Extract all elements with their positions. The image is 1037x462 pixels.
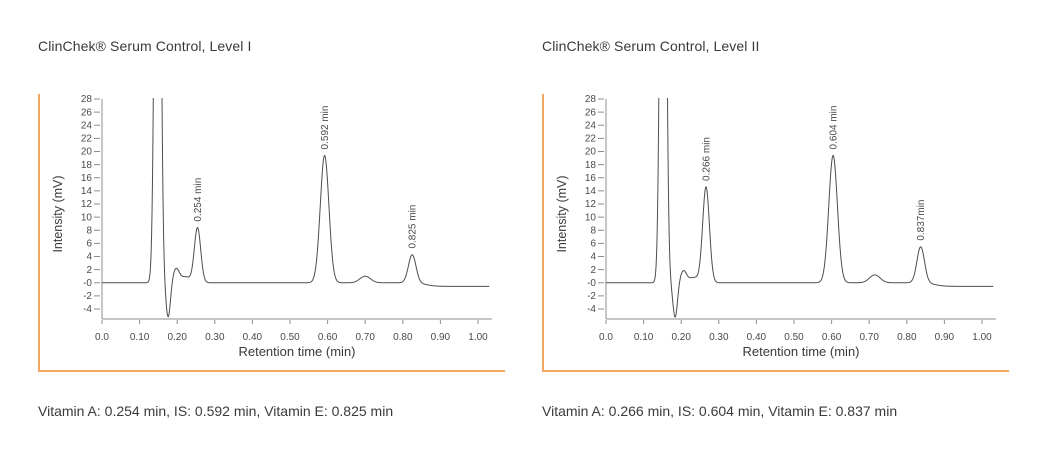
svg-text:0.30: 0.30 bbox=[205, 332, 225, 343]
svg-text:0.80: 0.80 bbox=[393, 332, 413, 343]
svg-text:22: 22 bbox=[81, 134, 93, 145]
peak-label-internal-standard: 0.592 min bbox=[320, 106, 331, 150]
svg-text:8: 8 bbox=[86, 225, 92, 236]
svg-text:20: 20 bbox=[81, 147, 93, 158]
svg-text:6: 6 bbox=[590, 239, 596, 250]
svg-text:-4: -4 bbox=[587, 304, 596, 315]
svg-text:28: 28 bbox=[585, 94, 597, 105]
svg-text:1.00: 1.00 bbox=[468, 332, 488, 343]
svg-text:20: 20 bbox=[585, 147, 597, 158]
peak-label-vitamin-a: 0.254 min bbox=[193, 178, 204, 222]
svg-text:Intensity (mV): Intensity (mV) bbox=[555, 175, 569, 252]
svg-text:0.20: 0.20 bbox=[167, 332, 187, 343]
svg-text:4: 4 bbox=[86, 252, 92, 263]
svg-text:0.20: 0.20 bbox=[671, 332, 691, 343]
svg-text:28: 28 bbox=[81, 94, 93, 105]
svg-text:2: 2 bbox=[86, 265, 92, 276]
svg-text:18: 18 bbox=[81, 160, 93, 171]
svg-text:22: 22 bbox=[585, 134, 597, 145]
svg-text:16: 16 bbox=[585, 173, 597, 184]
svg-text:0.10: 0.10 bbox=[130, 332, 150, 343]
svg-text:26: 26 bbox=[81, 107, 93, 118]
svg-text:26: 26 bbox=[585, 107, 597, 118]
peak-label-internal-standard: 0.604 min bbox=[829, 106, 840, 150]
svg-text:-0: -0 bbox=[83, 278, 92, 289]
svg-text:14: 14 bbox=[585, 186, 597, 197]
svg-text:-4: -4 bbox=[83, 304, 92, 315]
svg-text:18: 18 bbox=[585, 160, 597, 171]
svg-text:0.80: 0.80 bbox=[897, 332, 917, 343]
svg-text:0.70: 0.70 bbox=[355, 332, 375, 343]
svg-text:Retention time (min): Retention time (min) bbox=[238, 344, 355, 359]
svg-text:0.30: 0.30 bbox=[709, 332, 729, 343]
svg-text:0.90: 0.90 bbox=[431, 332, 451, 343]
svg-text:0.40: 0.40 bbox=[747, 332, 767, 343]
svg-text:0.10: 0.10 bbox=[634, 332, 654, 343]
svg-text:0.50: 0.50 bbox=[784, 332, 804, 343]
svg-text:0.0: 0.0 bbox=[599, 332, 613, 343]
svg-text:-0: -0 bbox=[587, 278, 596, 289]
svg-text:6: 6 bbox=[86, 239, 92, 250]
chart-panel-level-1: 28 26 24 22 20 18 16 14 12 10 8 6 4 2 -0 -2 -4 0.0 0.10 0.2… bbox=[38, 94, 505, 372]
svg-text:0.90: 0.90 bbox=[935, 332, 955, 343]
svg-text:-2: -2 bbox=[83, 291, 92, 302]
chart-title-level-2: ClinChek® Serum Control, Level II bbox=[542, 38, 760, 54]
retention-times-caption-level-2: Vitamin A: 0.266 min, IS: 0.604 min, Vit… bbox=[542, 403, 898, 419]
chromatogram-plot-level-2: 28 26 24 22 20 18 16 14 12 10 8 6 4 2 -0 -2 -4 0.0 0.10 0.2… bbox=[555, 94, 996, 359]
retention-times-caption-level-1: Vitamin A: 0.254 min, IS: 0.592 min, Vit… bbox=[38, 403, 394, 419]
svg-text:14: 14 bbox=[81, 186, 93, 197]
svg-text:0.60: 0.60 bbox=[822, 332, 842, 343]
svg-text:1.00: 1.00 bbox=[972, 332, 992, 343]
svg-text:10: 10 bbox=[585, 212, 597, 223]
svg-text:12: 12 bbox=[585, 199, 597, 210]
peak-label-vitamin-e: 0.825 min bbox=[408, 205, 419, 249]
svg-text:0.0: 0.0 bbox=[95, 332, 109, 343]
svg-text:2: 2 bbox=[590, 265, 596, 276]
svg-text:-2: -2 bbox=[587, 291, 596, 302]
svg-text:24: 24 bbox=[585, 120, 597, 131]
svg-text:0.40: 0.40 bbox=[243, 332, 263, 343]
chart-title-level-1: ClinChek® Serum Control, Level I bbox=[38, 38, 252, 54]
svg-text:0.60: 0.60 bbox=[318, 332, 338, 343]
chart-panel-level-2: 28 26 24 22 20 18 16 14 12 10 8 6 4 2 -0 -2 -4 0.0 0.10 0.2… bbox=[542, 94, 1009, 372]
svg-text:0.50: 0.50 bbox=[280, 332, 300, 343]
svg-text:Retention time (min): Retention time (min) bbox=[742, 344, 859, 359]
svg-text:24: 24 bbox=[81, 120, 93, 131]
svg-text:8: 8 bbox=[590, 225, 596, 236]
svg-text:Intensity (mV): Intensity (mV) bbox=[51, 175, 65, 252]
svg-text:12: 12 bbox=[81, 199, 93, 210]
svg-text:0.70: 0.70 bbox=[859, 332, 879, 343]
svg-text:16: 16 bbox=[81, 173, 93, 184]
svg-text:4: 4 bbox=[590, 252, 596, 263]
chromatogram-plot-level-1: 28 26 24 22 20 18 16 14 12 10 8 6 4 2 -0 -2 -4 0.0 0.10 0.2… bbox=[51, 94, 492, 359]
svg-text:10: 10 bbox=[81, 212, 93, 223]
peak-label-vitamin-a: 0.266 min bbox=[702, 137, 713, 181]
peak-label-vitamin-e: 0.837min bbox=[916, 200, 927, 241]
